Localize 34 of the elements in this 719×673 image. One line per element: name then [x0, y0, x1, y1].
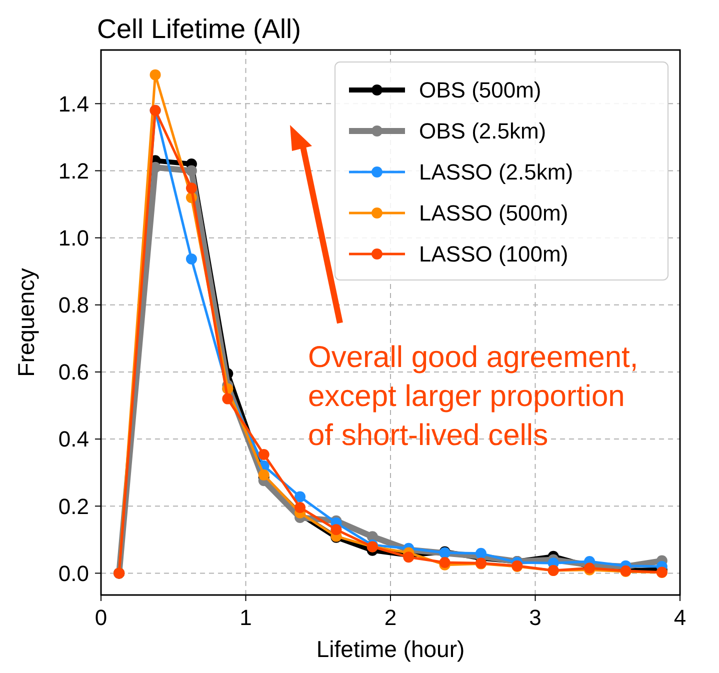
point	[258, 448, 270, 460]
legend-label: OBS (2.5km)	[419, 118, 546, 144]
x-tick-label: 1	[240, 605, 252, 630]
annotation: Overall good agreement, except larger proportion of short-lived cells	[308, 341, 638, 452]
y-tick-label: 0.4	[58, 426, 89, 452]
chart-title: Cell Lifetime (All)	[97, 14, 302, 44]
x-tick-label: 0	[94, 605, 108, 630]
point	[330, 524, 342, 536]
point	[186, 253, 197, 264]
y-tick-label: 1.4	[58, 91, 89, 116]
legend-label: OBS (500m)	[419, 78, 542, 103]
point	[186, 182, 197, 194]
y-tick-label: 0.2	[58, 494, 89, 519]
point	[150, 69, 161, 80]
y-tick-label: 0.6	[58, 360, 89, 385]
x-tick-label: 3	[529, 605, 542, 630]
legend-label: LASSO (100m)	[419, 242, 568, 267]
x-tick-label: 4	[674, 605, 686, 630]
y-tick-label: 0.0	[58, 560, 89, 586]
point	[222, 393, 234, 404]
x-tick-label: 2	[384, 605, 397, 630]
point	[439, 556, 450, 568]
y-tick-label: 1.2	[58, 158, 89, 184]
legend-label: LASSO (2.5km)	[419, 160, 574, 185]
point	[258, 469, 270, 480]
point	[294, 502, 306, 513]
point	[475, 548, 486, 559]
legend-label: LASSO (500m)	[419, 200, 568, 226]
y-axis-title: Frequency	[13, 268, 39, 377]
point	[294, 491, 306, 502]
y-tick-label: 0.8	[58, 292, 89, 318]
y-tick-label: 1.0	[58, 226, 89, 251]
point	[186, 165, 197, 176]
x-axis-title: Lifetime (hour)	[316, 636, 465, 662]
